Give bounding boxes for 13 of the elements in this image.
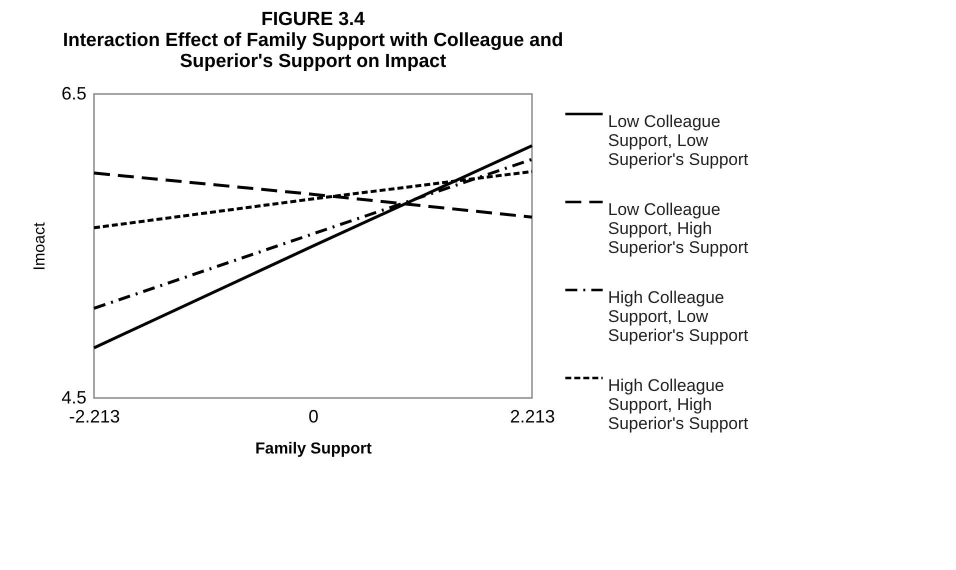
legend-label: Low Colleague Support, High Superior's Support	[608, 200, 749, 257]
y-tick-label: 4.5	[61, 388, 86, 408]
y-tick-label: 6.5	[61, 84, 86, 104]
x-tick-label: -2.213	[68, 406, 120, 426]
x-tick-label: 2.213	[510, 406, 556, 426]
chart-title: FIGURE 3.4	[261, 9, 366, 30]
legend-label: High Colleague Support, High Superior's Support	[608, 376, 749, 433]
y-axis-title: Imoact	[31, 222, 48, 271]
chart-subtitle: Interaction Effect of Family Support with Colleague and Superior's Support on Impact	[62, 30, 564, 72]
legend-label: Low Colleague Support, Low Superior's Support	[608, 112, 749, 169]
x-tick-label: 0	[308, 406, 319, 426]
x-axis-title: Family Support	[255, 440, 372, 458]
legend-label: High Colleague Support, Low Superior's Support	[608, 288, 749, 345]
